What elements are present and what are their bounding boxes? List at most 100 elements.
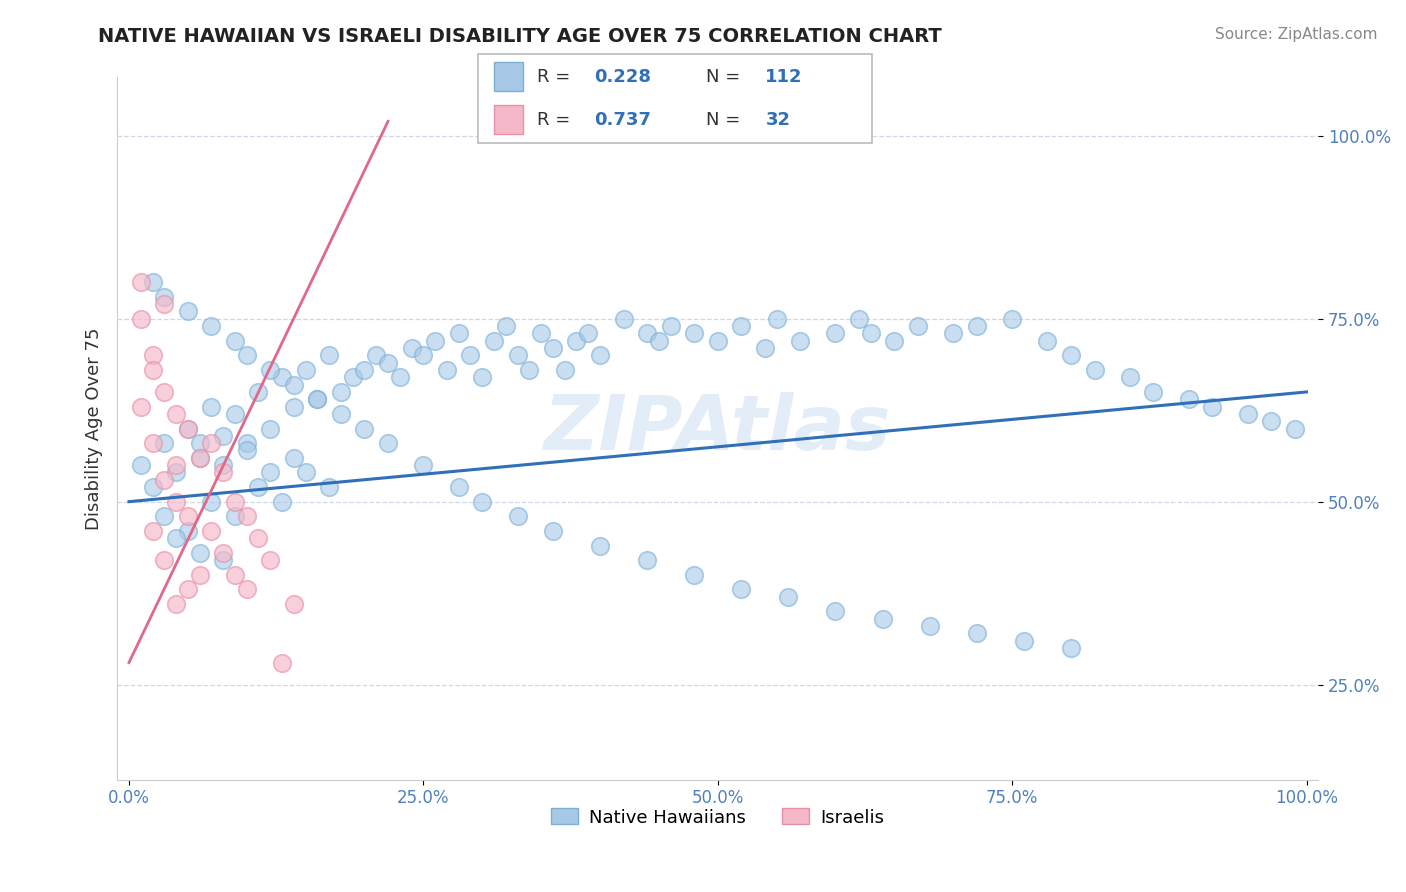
Point	[401, 341, 423, 355]
Point	[271, 494, 294, 508]
Text: R =: R =	[537, 68, 571, 86]
Point	[329, 384, 352, 399]
Point	[259, 466, 281, 480]
Point	[141, 363, 163, 377]
Point	[259, 421, 281, 435]
Text: ZIPAtlas: ZIPAtlas	[544, 392, 891, 466]
Point	[412, 458, 434, 472]
Point	[177, 421, 200, 435]
Point	[165, 466, 187, 480]
Point	[212, 429, 235, 443]
Point	[541, 524, 564, 538]
Text: 0.737: 0.737	[595, 111, 651, 128]
Point	[436, 363, 458, 377]
Point	[200, 494, 222, 508]
Point	[235, 443, 257, 458]
Legend: Native Hawaiians, Israelis: Native Hawaiians, Israelis	[544, 801, 891, 834]
Point	[482, 334, 505, 348]
Point	[1201, 400, 1223, 414]
Point	[294, 363, 316, 377]
Point	[153, 509, 176, 524]
Point	[683, 326, 706, 341]
Point	[1284, 421, 1306, 435]
Point	[165, 494, 187, 508]
Point	[129, 458, 152, 472]
Point	[1036, 334, 1059, 348]
FancyBboxPatch shape	[494, 62, 523, 91]
Point	[872, 612, 894, 626]
Point	[212, 458, 235, 472]
Point	[1119, 370, 1142, 384]
Point	[235, 436, 257, 450]
Point	[1001, 311, 1024, 326]
Point	[859, 326, 882, 341]
Point	[1060, 348, 1083, 362]
Text: NATIVE HAWAIIAN VS ISRAELI DISABILITY AGE OVER 75 CORRELATION CHART: NATIVE HAWAIIAN VS ISRAELI DISABILITY AG…	[98, 27, 942, 45]
Point	[200, 436, 222, 450]
Point	[1060, 640, 1083, 655]
Text: 0.228: 0.228	[595, 68, 651, 86]
Point	[141, 436, 163, 450]
Point	[294, 466, 316, 480]
Point	[259, 363, 281, 377]
Point	[471, 494, 494, 508]
Point	[636, 553, 658, 567]
Text: 32: 32	[765, 111, 790, 128]
Point	[565, 334, 588, 348]
Point	[778, 590, 800, 604]
Point	[141, 524, 163, 538]
Text: R =: R =	[537, 111, 571, 128]
Point	[589, 348, 612, 362]
Point	[366, 348, 388, 362]
Point	[188, 450, 211, 465]
Point	[153, 553, 176, 567]
Point	[283, 597, 305, 611]
Point	[165, 407, 187, 421]
Point	[377, 436, 399, 450]
Point	[247, 531, 270, 545]
Point	[165, 458, 187, 472]
Point	[388, 370, 411, 384]
Point	[177, 304, 200, 318]
Point	[683, 567, 706, 582]
Y-axis label: Disability Age Over 75: Disability Age Over 75	[86, 327, 103, 530]
Point	[506, 348, 529, 362]
Point	[165, 531, 187, 545]
Point	[329, 407, 352, 421]
Point	[824, 604, 846, 618]
Point	[141, 275, 163, 289]
Point	[918, 619, 941, 633]
Point	[554, 363, 576, 377]
Point	[129, 275, 152, 289]
Point	[942, 326, 965, 341]
Point	[460, 348, 482, 362]
Point	[730, 582, 752, 597]
Point	[188, 567, 211, 582]
Point	[765, 311, 787, 326]
Point	[848, 311, 870, 326]
Point	[648, 334, 671, 348]
Point	[636, 326, 658, 341]
Point	[789, 334, 811, 348]
Point	[342, 370, 364, 384]
Point	[318, 348, 340, 362]
Point	[1012, 633, 1035, 648]
Point	[224, 407, 246, 421]
Point	[1177, 392, 1199, 407]
Point	[377, 356, 399, 370]
Point	[576, 326, 599, 341]
Point	[212, 466, 235, 480]
Text: Source: ZipAtlas.com: Source: ZipAtlas.com	[1215, 27, 1378, 42]
Point	[447, 326, 470, 341]
Point	[353, 363, 375, 377]
Text: N =: N =	[706, 68, 741, 86]
Point	[754, 341, 776, 355]
Point	[706, 334, 728, 348]
Point	[883, 334, 905, 348]
Point	[824, 326, 846, 341]
Point	[541, 341, 564, 355]
Point	[141, 348, 163, 362]
Point	[165, 597, 187, 611]
Point	[1142, 384, 1164, 399]
Point	[177, 421, 200, 435]
